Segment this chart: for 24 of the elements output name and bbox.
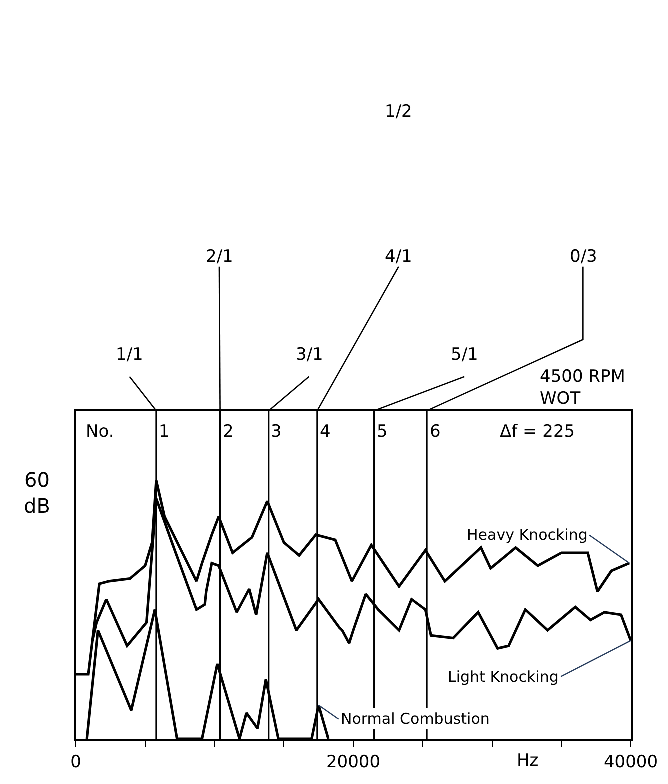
y-axis-title: 60 dB bbox=[24, 468, 50, 518]
text: No. bbox=[86, 422, 114, 442]
x-tick-label: 20000 bbox=[326, 752, 381, 772]
text: 1/2 bbox=[385, 102, 412, 122]
series-label: Heavy Knocking bbox=[467, 526, 588, 544]
text: Δf = 225 bbox=[500, 422, 576, 442]
text: 4 bbox=[320, 422, 331, 442]
text: 6 bbox=[430, 422, 441, 442]
text: 5 bbox=[377, 422, 388, 442]
series-label: Light Knocking bbox=[448, 668, 559, 686]
x-axis-title: Hz bbox=[517, 751, 539, 771]
x-tick-label: 0 bbox=[70, 752, 82, 772]
text: 3/1 bbox=[296, 345, 324, 365]
text: 2 bbox=[223, 422, 234, 442]
text: 3 bbox=[271, 422, 282, 442]
series-label: Normal Combustion bbox=[341, 710, 490, 728]
text: 2/1 bbox=[206, 247, 234, 267]
text: 5/1 bbox=[451, 345, 478, 365]
text: 1 bbox=[159, 422, 170, 442]
text: 4/1 bbox=[385, 247, 412, 267]
text: 4500 RPM WOT bbox=[540, 367, 626, 410]
text: 1/1 bbox=[116, 345, 144, 365]
text: 0/3 bbox=[570, 247, 598, 267]
x-tick-label: 40000 bbox=[604, 752, 658, 772]
